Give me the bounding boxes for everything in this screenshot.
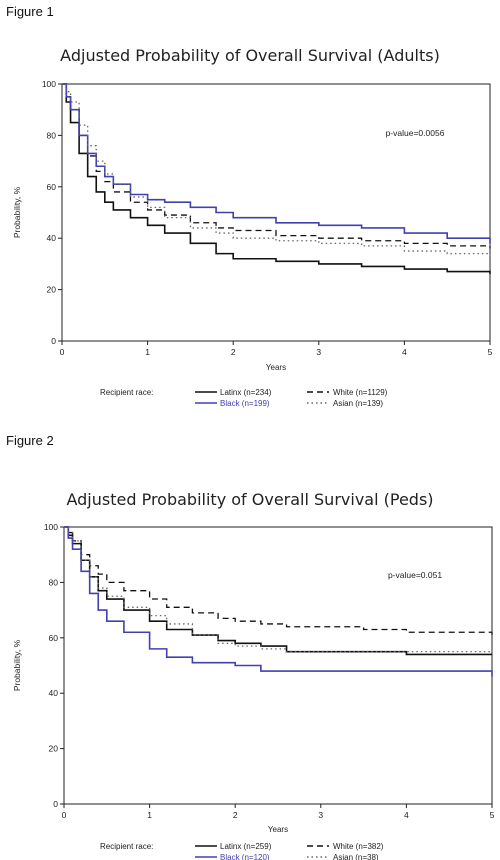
series-line-3	[62, 83, 491, 257]
x-tick-label: 2	[231, 347, 236, 357]
x-tick-label: 0	[60, 347, 65, 357]
series-line-2	[64, 526, 493, 677]
x-tick-label: 5	[490, 810, 495, 820]
legend-title: Recipient race:	[100, 388, 153, 397]
y-axis-label: Probability, %	[12, 186, 22, 238]
series-line-1	[64, 526, 493, 636]
x-axis-label: Years	[266, 363, 286, 372]
y-tick-label: 40	[49, 688, 59, 698]
figure-1-label: Figure 1	[6, 4, 54, 19]
series-line-0	[64, 526, 492, 656]
legend-label-2: Black (n=199)	[220, 399, 270, 408]
y-tick-label: 80	[49, 577, 59, 587]
x-tick-label: 2	[233, 810, 238, 820]
y-tick-label: 0	[51, 336, 56, 346]
x-tick-label: 4	[404, 810, 409, 820]
legend-label-0: Latinx (n=259)	[220, 842, 272, 851]
y-tick-label: 20	[47, 285, 57, 295]
series-line-2	[62, 83, 491, 244]
x-axis-label: Years	[268, 825, 288, 834]
y-tick-label: 60	[47, 182, 57, 192]
x-tick-label: 1	[145, 347, 150, 357]
y-tick-label: 80	[47, 130, 57, 140]
y-axis-label: Probability, %	[12, 639, 22, 691]
x-tick-label: 5	[488, 347, 493, 357]
figure-2-title: Adjusted Probability of Overall Survival…	[66, 490, 434, 509]
p-value-annotation: p-value=0.051	[388, 570, 442, 580]
y-tick-label: 100	[42, 79, 56, 89]
x-tick-label: 4	[402, 347, 407, 357]
figure-1-title: Adjusted Probability of Overall Survival…	[60, 46, 440, 65]
legend-label-1: White (n=382)	[333, 842, 384, 851]
figure-2-label: Figure 2	[6, 433, 54, 448]
x-tick-label: 0	[62, 810, 67, 820]
x-tick-label: 1	[147, 810, 152, 820]
y-tick-label: 0	[53, 799, 58, 809]
figure-1-chart: 0 20 40 60 80 100 0 1 2 3 4 5 Years Probability, % p-v…	[12, 79, 493, 408]
plot-frame	[61, 83, 491, 342]
legend-title: Recipient race:	[100, 842, 153, 851]
legend-label-3: Asian (n=139)	[333, 399, 383, 408]
x-tick-label: 3	[318, 810, 323, 820]
legend-label-3: Asian (n=38)	[333, 853, 379, 860]
y-tick-label: 60	[49, 633, 59, 643]
y-tick-label: 100	[44, 522, 58, 532]
y-tick-label: 20	[49, 744, 59, 754]
plot-frame	[63, 526, 493, 805]
legend-label-2: Black (n=120)	[220, 853, 270, 860]
legend-label-1: White (n=1129)	[333, 388, 388, 397]
series-line-0	[62, 83, 491, 275]
series-line-3	[64, 526, 492, 653]
y-tick-label: 40	[47, 233, 57, 243]
p-value-annotation: p-value=0.0056	[386, 128, 445, 138]
x-tick-label: 3	[316, 347, 321, 357]
legend-label-0: Latinx (n=234)	[220, 388, 272, 397]
